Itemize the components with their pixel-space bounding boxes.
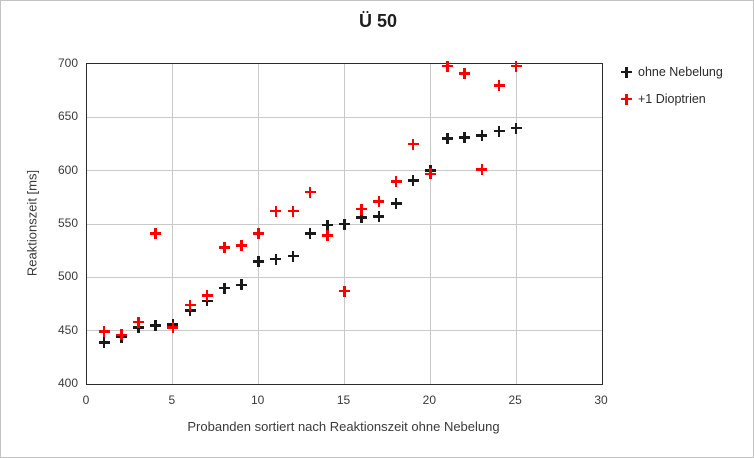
gridline-horizontal <box>87 116 602 118</box>
data-point-marker-series1 <box>356 203 368 215</box>
y-tick-label: 400 <box>57 376 78 390</box>
data-point-marker-series1 <box>115 329 127 341</box>
data-point-marker-series0 <box>373 211 385 223</box>
data-point-marker-series1 <box>98 326 110 338</box>
gridline-horizontal <box>87 170 602 172</box>
data-point-marker-series0 <box>442 133 453 145</box>
data-point-marker-series0 <box>476 129 488 141</box>
y-tick-label: 600 <box>57 162 78 177</box>
data-point-marker-series0 <box>459 132 471 144</box>
data-point-marker-series1 <box>304 186 316 198</box>
legend-plus-marker-icon <box>621 93 632 105</box>
x-tick-label: 5 <box>168 393 176 407</box>
data-point-marker-series0 <box>339 218 350 230</box>
y-tick-label: 700 <box>57 56 78 70</box>
data-point-marker-series0 <box>407 174 419 186</box>
legend-plus-marker-icon <box>621 66 632 78</box>
data-point-marker-series1 <box>476 164 488 176</box>
data-point-marker-series0 <box>356 212 368 224</box>
data-point-marker-series0 <box>304 228 316 240</box>
data-point-marker-series0 <box>510 122 522 134</box>
x-tick-label: 20 <box>422 393 436 407</box>
data-point-marker-series1 <box>133 316 144 328</box>
data-point-marker-series1 <box>253 228 265 240</box>
data-point-marker-series1 <box>442 60 453 72</box>
data-point-marker-series0 <box>150 319 162 331</box>
legend-item-series0: ohne Nebelung <box>621 65 723 79</box>
plot-area <box>86 60 603 385</box>
x-tick-label: 30 <box>594 393 608 407</box>
data-point-marker-series0 <box>218 282 230 294</box>
data-point-marker-series1 <box>270 205 282 217</box>
gridline-horizontal <box>87 276 602 278</box>
gridline-horizontal <box>87 330 602 332</box>
data-point-marker-series1 <box>493 79 505 91</box>
data-point-marker-series1 <box>424 168 436 180</box>
legend-label: +1 Dioptrien <box>638 92 706 106</box>
data-point-marker-series0 <box>390 198 402 210</box>
y-tick-label: 450 <box>57 322 78 337</box>
chart-title: Ü 50 <box>358 11 398 31</box>
legend-item-series1: +1 Dioptrien <box>621 92 723 106</box>
data-point-marker-series1 <box>236 239 247 251</box>
x-tick-label: 25 <box>508 393 522 407</box>
data-point-marker-series0 <box>287 250 299 262</box>
data-point-marker-series0 <box>253 255 265 267</box>
x-tick-label: 10 <box>250 393 265 407</box>
y-tick-label: 500 <box>57 269 78 284</box>
x-tick-label: 0 <box>82 393 90 407</box>
x-axis-title: Probanden sortiert nach Reaktionszeit oh… <box>187 419 500 434</box>
data-point-marker-series1 <box>321 230 333 242</box>
y-tick-label: 650 <box>57 109 78 124</box>
data-point-marker-series1 <box>218 241 230 253</box>
data-point-marker-series1 <box>390 175 402 187</box>
data-point-marker-series1 <box>287 205 299 217</box>
data-point-marker-series1 <box>184 299 196 311</box>
y-tick-label: 550 <box>57 216 78 230</box>
legend: ohne Nebelung +1 Dioptrien <box>621 65 723 119</box>
data-point-marker-series0 <box>321 219 333 231</box>
data-point-marker-series0 <box>236 279 247 291</box>
x-tick-label: 15 <box>336 393 351 407</box>
data-point-marker-series1 <box>510 60 522 72</box>
legend-label: ohne Nebelung <box>638 65 723 79</box>
data-point-marker-series0 <box>270 253 282 265</box>
data-point-marker-series0 <box>98 336 110 348</box>
data-point-marker-series0 <box>493 125 505 137</box>
data-point-marker-series1 <box>150 228 162 240</box>
data-point-marker-series1 <box>407 138 419 150</box>
data-point-marker-series1 <box>339 285 350 297</box>
data-point-marker-series1 <box>201 289 213 301</box>
data-point-marker-series1 <box>373 196 385 208</box>
data-point-marker-series1 <box>167 321 179 333</box>
data-point-marker-series1 <box>459 68 471 80</box>
y-axis-title: Reaktionszeit [ms] <box>24 169 40 277</box>
